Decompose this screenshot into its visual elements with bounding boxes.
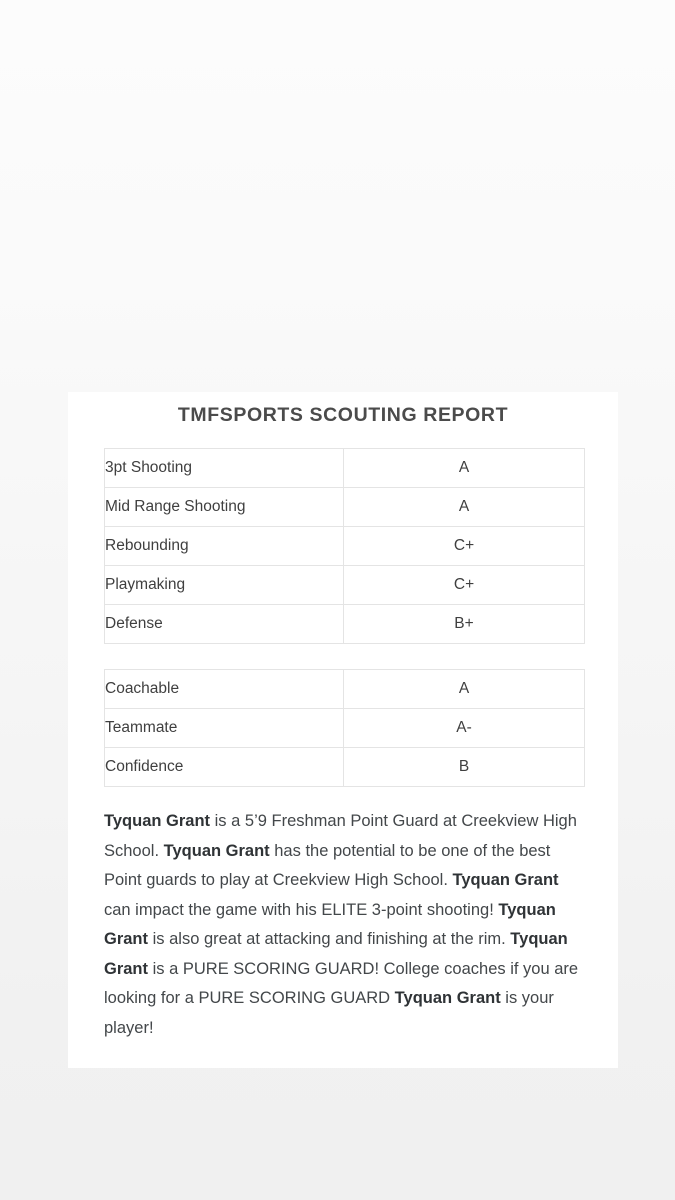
table-row: Playmaking C+ <box>104 565 585 605</box>
player-name-emphasis: Tyquan Grant <box>104 812 211 830</box>
player-name-emphasis: Tyquan Grant <box>104 900 556 949</box>
skill-grade-value: C+ <box>343 526 585 566</box>
paragraph-text-run: has the potential to be one of the best … <box>104 841 551 890</box>
skill-label: Mid Range Shooting <box>104 487 344 527</box>
paragraph-text-run: can impact the game with his ELITE 3-poi… <box>104 900 499 919</box>
scouting-report-paragraph: Tyquan Grant is a 5’9 Freshman Point Gua… <box>68 787 618 1043</box>
intangibles-grade-table: Coachable A Teammate A- Confidence B <box>104 669 585 787</box>
table-row: Coachable A <box>104 669 585 709</box>
skill-label: Defense <box>104 604 344 644</box>
skill-label: Teammate <box>104 708 344 748</box>
paragraph-text-run: is a PURE SCORING GUARD! College coaches… <box>104 959 579 1008</box>
skill-label: Rebounding <box>104 526 344 566</box>
skill-label: Confidence <box>104 747 344 787</box>
paragraph-text-run: is a 5’9 Freshman Point Guard at Creekvi… <box>104 812 577 860</box>
skills-table-body: 3pt Shooting A Mid Range Shooting A Reboundi… <box>104 448 585 644</box>
scouting-report-card: TMFSPORTS SCOUTING REPORT 3pt Shooting A M… <box>68 392 618 1068</box>
page-title: TMFSPORTS SCOUTING REPORT <box>177 404 509 426</box>
table-row: Defense B+ <box>104 604 585 644</box>
player-name-emphasis: Tyquan Grant <box>104 930 568 978</box>
skills-grade-table: 3pt Shooting A Mid Range Shooting A Reboundi… <box>104 448 585 644</box>
player-name-emphasis: Tyquan Grant <box>394 989 501 1007</box>
table-row: Teammate A- <box>104 708 585 748</box>
table-row: Rebounding C+ <box>104 526 585 566</box>
skills-table-container: 3pt Shooting A Mid Range Shooting A Reboundi… <box>68 448 618 644</box>
table-row: 3pt Shooting A <box>104 448 585 488</box>
skill-grade-value: A- <box>343 708 585 748</box>
skill-grade-value: A <box>343 448 585 488</box>
skill-grade-value: A <box>343 669 585 709</box>
skill-label: Coachable <box>104 669 344 709</box>
paragraph-text-run: is your player! <box>104 989 554 1037</box>
table-row: Mid Range Shooting A <box>104 487 585 527</box>
skill-grade-value: B <box>343 747 585 787</box>
skill-grade-value: B+ <box>343 604 585 644</box>
table-row: Confidence B <box>104 747 585 787</box>
intangibles-table-container: Coachable A Teammate A- Confidence B <box>68 669 618 787</box>
intangibles-table-body: Coachable A Teammate A- Confidence B <box>104 669 585 787</box>
player-name-emphasis: Tyquan Grant <box>163 841 270 860</box>
skill-grade-value: C+ <box>343 565 585 605</box>
skill-grade-value: A <box>343 487 585 527</box>
paragraph-text-run: is also great at attacking and finishing… <box>148 930 511 948</box>
player-name-emphasis: Tyquan Grant <box>452 871 559 889</box>
skill-label: Playmaking <box>104 565 344 605</box>
skill-label: 3pt Shooting <box>104 448 344 488</box>
